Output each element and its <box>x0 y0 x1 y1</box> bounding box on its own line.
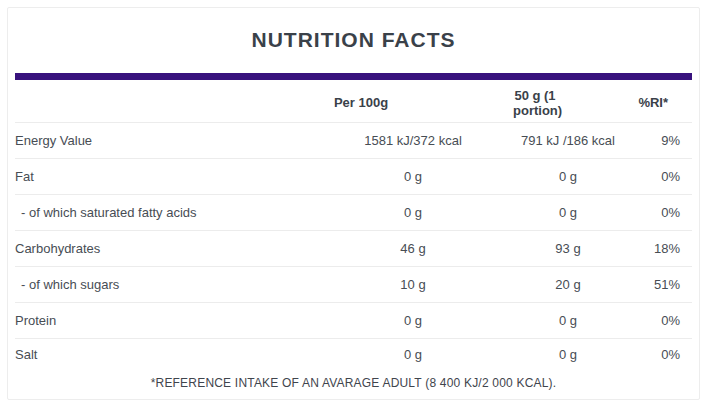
per-100g-value: 0 g <box>313 158 513 194</box>
table-row: - of which saturated fatty acids 0 g 0 g… <box>15 194 692 230</box>
per-100g-value: 0 g <box>313 194 513 230</box>
per-100g-value: 10 g <box>313 266 513 302</box>
table-row: Energy Value 1581 kJ/372 kcal 791 kJ /18… <box>15 122 692 158</box>
portion-value: 0 g <box>513 338 623 370</box>
ri-value: 0% <box>623 302 692 338</box>
column-header-blank <box>15 80 313 122</box>
table-row: Fat 0 g 0 g 0% <box>15 158 692 194</box>
table-row: - of which sugars 10 g 20 g 51% <box>15 266 692 302</box>
portion-value: 93 g <box>513 230 623 266</box>
nutrition-table-wrapper: Per 100g 50 g (1 portion) %RI* Energy Va… <box>15 80 692 370</box>
table-row: Salt 0 g 0 g 0% <box>15 338 692 370</box>
nutrient-label: Energy Value <box>15 122 313 158</box>
portion-value: 0 g <box>513 302 623 338</box>
portion-value: 0 g <box>513 194 623 230</box>
column-header-ri: %RI* <box>623 80 692 122</box>
per-100g-value: 1581 kJ/372 kcal <box>313 122 513 158</box>
per-100g-value: 46 g <box>313 230 513 266</box>
portion-value: 791 kJ /186 kcal <box>513 122 623 158</box>
per-100g-value: 0 g <box>313 302 513 338</box>
header-row: Per 100g 50 g (1 portion) %RI* <box>15 80 692 122</box>
portion-value: 20 g <box>513 266 623 302</box>
nutrition-facts-title: NUTRITION FACTS <box>8 28 699 52</box>
per-100g-value: 0 g <box>313 338 513 370</box>
reference-intake-footnote: *REFERENCE INTAKE OF AN AVARAGE ADULT (8… <box>8 370 699 390</box>
portion-value: 0 g <box>513 158 623 194</box>
nutrient-label: Salt <box>15 338 313 370</box>
ri-value: 9% <box>623 122 692 158</box>
nutrient-label: - of which saturated fatty acids <box>15 194 313 230</box>
nutrition-table: Per 100g 50 g (1 portion) %RI* Energy Va… <box>15 80 692 370</box>
ri-value: 0% <box>623 194 692 230</box>
nutrient-label: Protein <box>15 302 313 338</box>
column-header-portion: 50 g (1 portion) <box>513 80 623 122</box>
table-row: Carbohydrates 46 g 93 g 18% <box>15 230 692 266</box>
table-row: Protein 0 g 0 g 0% <box>15 302 692 338</box>
accent-divider <box>15 73 692 80</box>
ri-value: 0% <box>623 158 692 194</box>
ri-value: 18% <box>623 230 692 266</box>
column-header-per-100g: Per 100g <box>313 80 513 122</box>
nutrient-label: Carbohydrates <box>15 230 313 266</box>
nutrient-label: - of which sugars <box>15 266 313 302</box>
ri-value: 51% <box>623 266 692 302</box>
nutrient-label: Fat <box>15 158 313 194</box>
nutrition-facts-card: NUTRITION FACTS Per 100g 50 g (1 portion… <box>7 7 700 400</box>
ri-value: 0% <box>623 338 692 370</box>
